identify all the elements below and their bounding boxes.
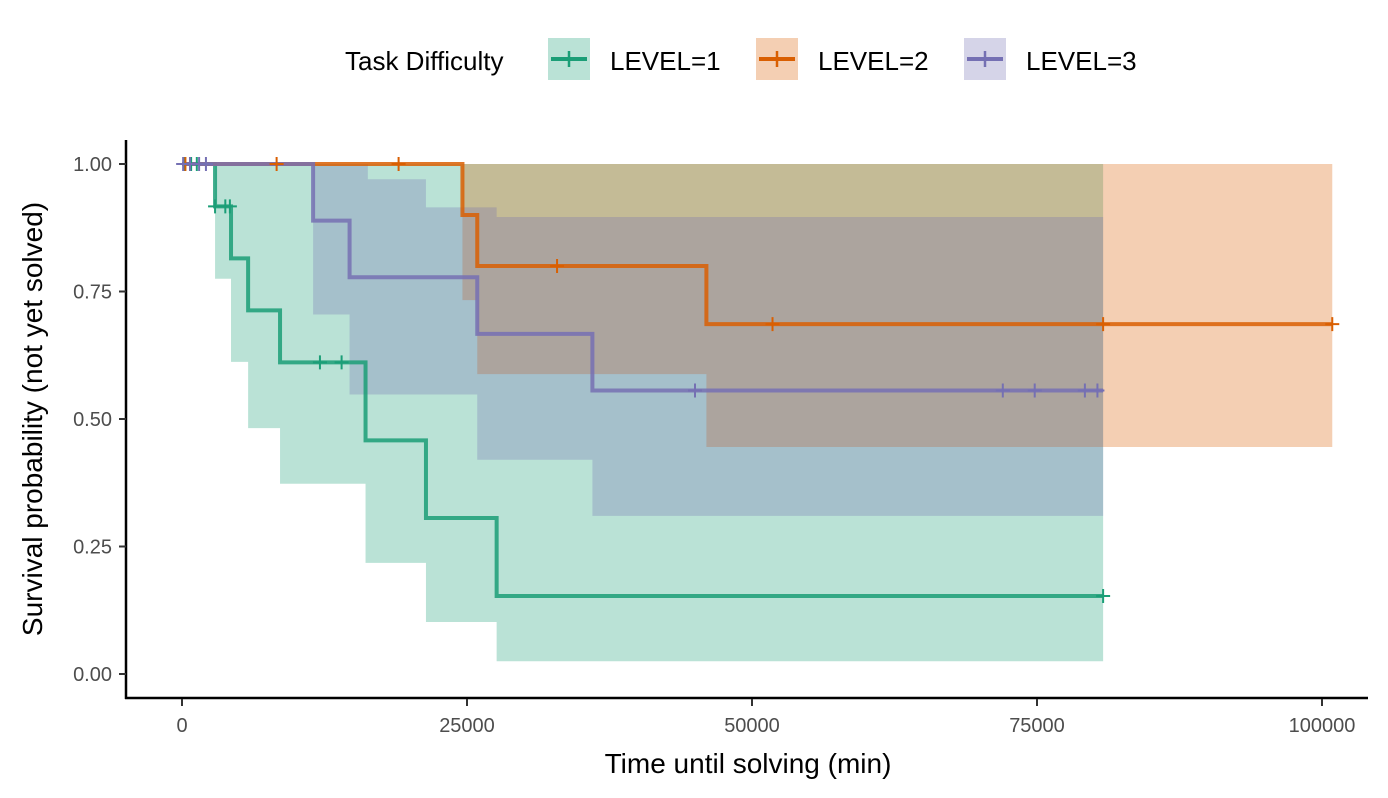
censor-mark: [312, 355, 327, 370]
legend-label: LEVEL=3: [1026, 46, 1137, 76]
survival-line: [182, 162, 1333, 327]
y-tick-label: 0.00: [73, 664, 112, 686]
legend-label: LEVEL=2: [818, 46, 929, 76]
y-tick-label: 0.25: [73, 537, 112, 559]
censor-mark: [550, 259, 565, 273]
censor-marks: [176, 157, 1340, 603]
x-axis-title: Time until solving (min): [605, 748, 892, 779]
censor-mark: [1325, 317, 1340, 332]
legend-label: LEVEL=1: [610, 46, 721, 76]
censor-mark: [765, 317, 780, 332]
y-axis-title: Survival probability (not yet solved): [17, 202, 48, 636]
censor-mark: [198, 157, 213, 171]
x-tick-label: 0: [176, 715, 187, 737]
confidence-band: [462, 164, 1333, 448]
censor-mark: [391, 157, 406, 171]
y-tick-label: 1.00: [73, 154, 112, 176]
censor-mark: [222, 199, 237, 214]
confidence-band: [313, 164, 1104, 516]
legend-title: Task Difficulty: [345, 46, 503, 76]
censor-mark: [688, 383, 702, 398]
confidence-band: [215, 164, 1104, 662]
legend: Task Difficulty LEVEL=1 LEVEL=2 LEVEL=3: [345, 38, 1137, 80]
x-tick-label: 75000: [1009, 715, 1065, 737]
confidence-bands: [215, 164, 1333, 662]
censor-mark: [1077, 383, 1092, 398]
censor-mark: [269, 157, 284, 171]
survival-line: [182, 162, 1104, 393]
y-tick-label: 0.50: [73, 409, 112, 431]
censor-mark: [1027, 383, 1042, 398]
x-tick-label: 100000: [1289, 715, 1356, 737]
x-tick-label: 25000: [439, 715, 495, 737]
y-ticks: 0.00 0.25 0.50 0.75 1.00: [73, 154, 126, 686]
censor-mark: [334, 355, 349, 370]
y-tick-label: 0.75: [73, 282, 112, 304]
legend-items: LEVEL=1 LEVEL=2 LEVEL=3: [548, 38, 1137, 80]
censor-mark: [1096, 317, 1111, 332]
x-ticks: 0 25000 50000 75000 100000: [176, 699, 1355, 737]
censor-mark: [1096, 588, 1111, 603]
axes: 0 25000 50000 75000 100000 0.00 0.25 0.50 0.75 1…: [17, 140, 1368, 779]
censor-mark: [1090, 383, 1105, 398]
x-tick-label: 50000: [724, 715, 780, 737]
censor-mark: [995, 383, 1010, 398]
